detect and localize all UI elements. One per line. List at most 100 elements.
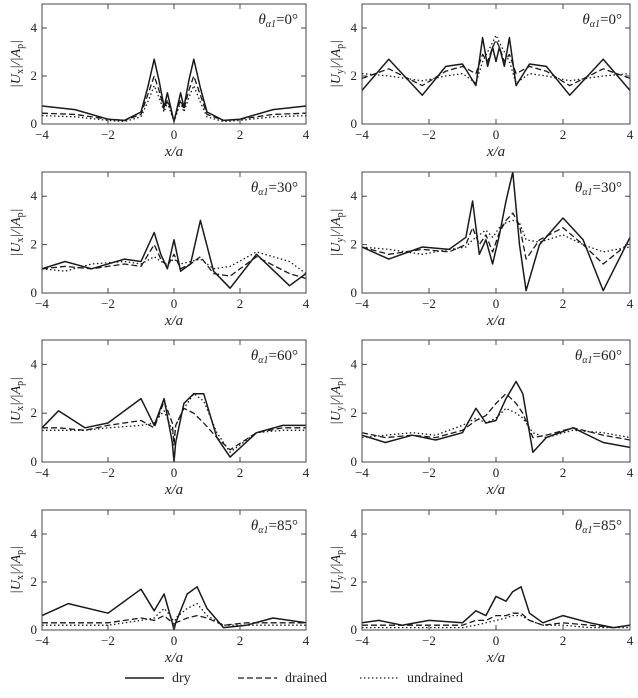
x-tick-label: 4	[627, 127, 634, 142]
series-line-undrained	[362, 614, 630, 629]
y-tick-label: 0	[351, 285, 358, 300]
angle-annotation: θα1=0°	[582, 12, 622, 30]
x-tick-label: 2	[237, 127, 244, 142]
y-tick-label: 4	[351, 188, 358, 203]
angle-annotation: θα1=0°	[258, 12, 298, 30]
x-tick-label: 4	[303, 127, 310, 142]
x-tick-label: 0	[493, 633, 500, 648]
series-line-undrained	[42, 84, 306, 123]
y-axis-label: |Ux|/|Ap|	[9, 40, 26, 88]
y-tick-label: 4	[351, 356, 358, 371]
x-tick-label: 4	[627, 633, 634, 648]
x-tick-label: 0	[171, 127, 178, 142]
y-tick-label: 4	[31, 526, 38, 541]
series-line-undrained	[362, 407, 630, 439]
angle-annotation: θα1=60°	[251, 348, 298, 366]
y-tick-label: 4	[31, 188, 38, 203]
y-tick-label: 0	[31, 116, 38, 131]
x-tick-label: 4	[627, 465, 634, 480]
panel-row1-right: −4 −2 0 2 4 0 2 4 x/a |Uy|/|Ap| θα1=0°	[329, 3, 634, 160]
x-tick-label: 0	[171, 465, 178, 480]
x-tick-label: −4	[35, 127, 49, 142]
series-line-drained	[362, 39, 630, 87]
x-tick-label: −4	[355, 127, 369, 142]
angle-annotation: θα1=60°	[575, 348, 622, 366]
panel-row4-right: −4 −2 0 2 4 0 2 4 x/a |Uy|/|Ap| θα1=85°	[329, 509, 634, 666]
series-line-drained	[42, 243, 306, 280]
x-tick-label: −4	[355, 465, 369, 480]
x-tick-label: 2	[560, 633, 567, 648]
x-tick-label: −2	[101, 127, 115, 142]
series-line-drained	[362, 612, 630, 629]
y-tick-label: 2	[351, 237, 358, 252]
y-axis-label: |Ux|/|Ap|	[9, 209, 26, 257]
y-axis-label: |Uy|/|Ap|	[329, 377, 346, 425]
panel-row4-left: −4 −2 0 2 4 0 2 4 x/a |Ux|/|Ap| θα1=85°	[9, 509, 310, 666]
x-tick-label: −4	[355, 296, 369, 311]
y-tick-label: 2	[31, 237, 38, 252]
angle-annotation: θα1=30°	[251, 180, 298, 198]
series-line-undrained	[362, 34, 630, 84]
x-tick-label: 4	[303, 296, 310, 311]
panel-row1-left: −4 −2 0 2 4 0 2 4 x/a |Ux|/|Ap| θα1=0°	[9, 3, 310, 160]
x-tick-label: 2	[237, 465, 244, 480]
x-tick-label: 0	[171, 633, 178, 648]
x-tick-label: 2	[237, 633, 244, 648]
y-tick-label: 4	[31, 20, 38, 35]
y-tick-label: 0	[31, 622, 38, 637]
panel-row2-left: −4 −2 0 2 4 0 2 4 x/a |Ux|/|Ap| θα1=30°	[9, 171, 310, 329]
series-line-drained	[42, 614, 306, 629]
angle-annotation: θα1=30°	[575, 180, 622, 198]
x-tick-label: −2	[101, 465, 115, 480]
x-axis-label: x/a	[164, 144, 183, 160]
series-line-undrained	[42, 251, 306, 275]
x-tick-label: −2	[422, 633, 436, 648]
series-line-drained	[362, 393, 630, 441]
x-tick-label: 0	[493, 465, 500, 480]
x-tick-label: 4	[627, 296, 634, 311]
x-axis-label: x/a	[486, 144, 505, 160]
y-axis-label: |Ux|/|Ap|	[9, 546, 26, 594]
x-tick-label: 0	[493, 127, 500, 142]
x-tick-label: −4	[35, 633, 49, 648]
legend-label-drained: drained	[285, 671, 327, 686]
legend-label-dry: dry	[172, 671, 191, 686]
legend: dry drained undrained	[125, 671, 463, 686]
x-axis-label: x/a	[164, 482, 183, 498]
x-tick-label: −2	[422, 465, 436, 480]
series-line-dry	[42, 586, 306, 630]
panel-row3-left: −4 −2 0 2 4 0 2 4 x/a |Ux|/|Ap| θα1=60°	[9, 339, 310, 498]
y-axis-label: |Ux|/|Ap|	[9, 377, 26, 425]
y-tick-label: 0	[31, 454, 38, 469]
series-line-dry	[362, 36, 630, 96]
y-tick-label: 2	[351, 68, 358, 83]
y-tick-label: 0	[351, 116, 358, 131]
x-tick-label: −2	[101, 296, 115, 311]
y-tick-label: 0	[351, 454, 358, 469]
x-tick-label: 0	[493, 296, 500, 311]
panel-row3-right: −4 −2 0 2 4 0 2 4 x/a |Uy|/|Ap| θα1=60°	[329, 339, 634, 498]
x-tick-label: −4	[355, 633, 369, 648]
angle-annotation: θα1=85°	[575, 518, 622, 536]
x-tick-label: −2	[422, 127, 436, 142]
x-tick-label: 2	[560, 127, 567, 142]
series-line-dry	[42, 58, 306, 123]
x-axis-label: x/a	[486, 650, 505, 666]
x-axis-label: x/a	[164, 650, 183, 666]
series-line-dry	[362, 586, 630, 629]
x-tick-label: −4	[35, 465, 49, 480]
x-tick-label: 2	[560, 296, 567, 311]
panel-row2-right: −4 −2 0 2 4 0 2 4 x/a |Uy|/|Ap| θα1=30°	[329, 171, 634, 329]
y-tick-label: 2	[31, 68, 38, 83]
y-axis-label: |Uy|/|Ap|	[329, 546, 346, 594]
series-line-dry	[362, 380, 630, 453]
x-tick-label: −2	[101, 633, 115, 648]
y-tick-label: 0	[351, 622, 358, 637]
y-tick-label: 0	[31, 285, 38, 300]
y-axis-label: |Uy|/|Ap|	[329, 209, 346, 257]
x-axis-label: x/a	[486, 313, 505, 329]
series-line-drained	[362, 212, 630, 265]
x-axis-label: x/a	[486, 482, 505, 498]
